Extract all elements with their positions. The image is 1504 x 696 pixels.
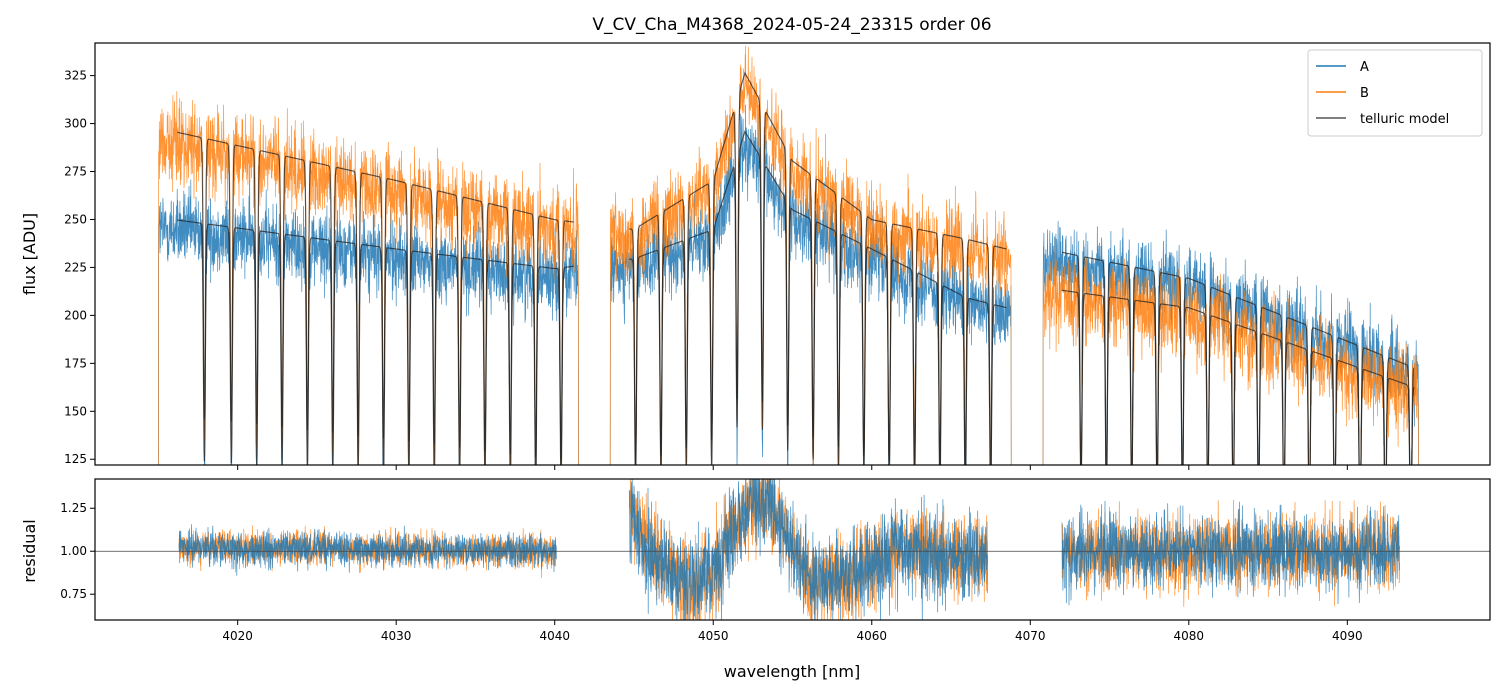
flux-ytick-label: 225	[64, 260, 87, 274]
residual-series-a	[178, 479, 1400, 620]
residual-ytick-label: 1.00	[60, 544, 87, 558]
xtick-label: 4080	[1174, 629, 1205, 643]
flux-ytick-label: 200	[64, 308, 87, 322]
flux-ytick-label: 275	[64, 165, 87, 179]
flux-ytick-label: 175	[64, 356, 87, 370]
legend-label-a: A	[1360, 60, 1369, 75]
flux-ytick-label: 125	[64, 452, 87, 466]
flux-ytick-label: 300	[64, 117, 87, 131]
xtick-label: 4050	[698, 629, 729, 643]
residual-ytick-label: 1.25	[60, 501, 87, 515]
flux-axes-frame	[94, 42, 1491, 466]
telluric-model-curve-2	[177, 130, 1415, 465]
xtick-label: 4090	[1332, 629, 1363, 643]
flux-ytick-label: 325	[64, 69, 87, 83]
chart-title: V_CV_Cha_M4368_2024-05-24_23315 order 06	[592, 15, 991, 35]
xtick-label: 4020	[222, 629, 253, 643]
xtick-label: 4030	[381, 629, 412, 643]
xtick-label: 4060	[856, 629, 887, 643]
residual-axes-frame	[94, 478, 1491, 621]
legend-label-telluric: telluric model	[1360, 112, 1449, 127]
flux-y-axis-label: flux [ADU]	[20, 213, 39, 295]
xtick-label: 4070	[1015, 629, 1046, 643]
flux-ytick-label: 250	[64, 212, 87, 226]
telluric-model-curve-1	[177, 71, 1415, 465]
xtick-label: 4040	[539, 629, 570, 643]
residual-y-axis-label: residual	[20, 519, 39, 582]
legend: A B telluric model	[1307, 49, 1483, 137]
residual-panel: 0.75 1.00 1.25 4020 4030 4040 4050 4060 4070 408…	[20, 478, 1491, 681]
flux-ytick-label: 150	[64, 404, 87, 418]
x-axis-label: wavelength [nm]	[724, 662, 861, 681]
residual-ytick-label: 0.75	[60, 587, 87, 601]
legend-label-b: B	[1360, 86, 1369, 101]
flux-panel: 125 150 175 200 225 250 275 300 325 flux [ADU]	[20, 42, 1491, 470]
